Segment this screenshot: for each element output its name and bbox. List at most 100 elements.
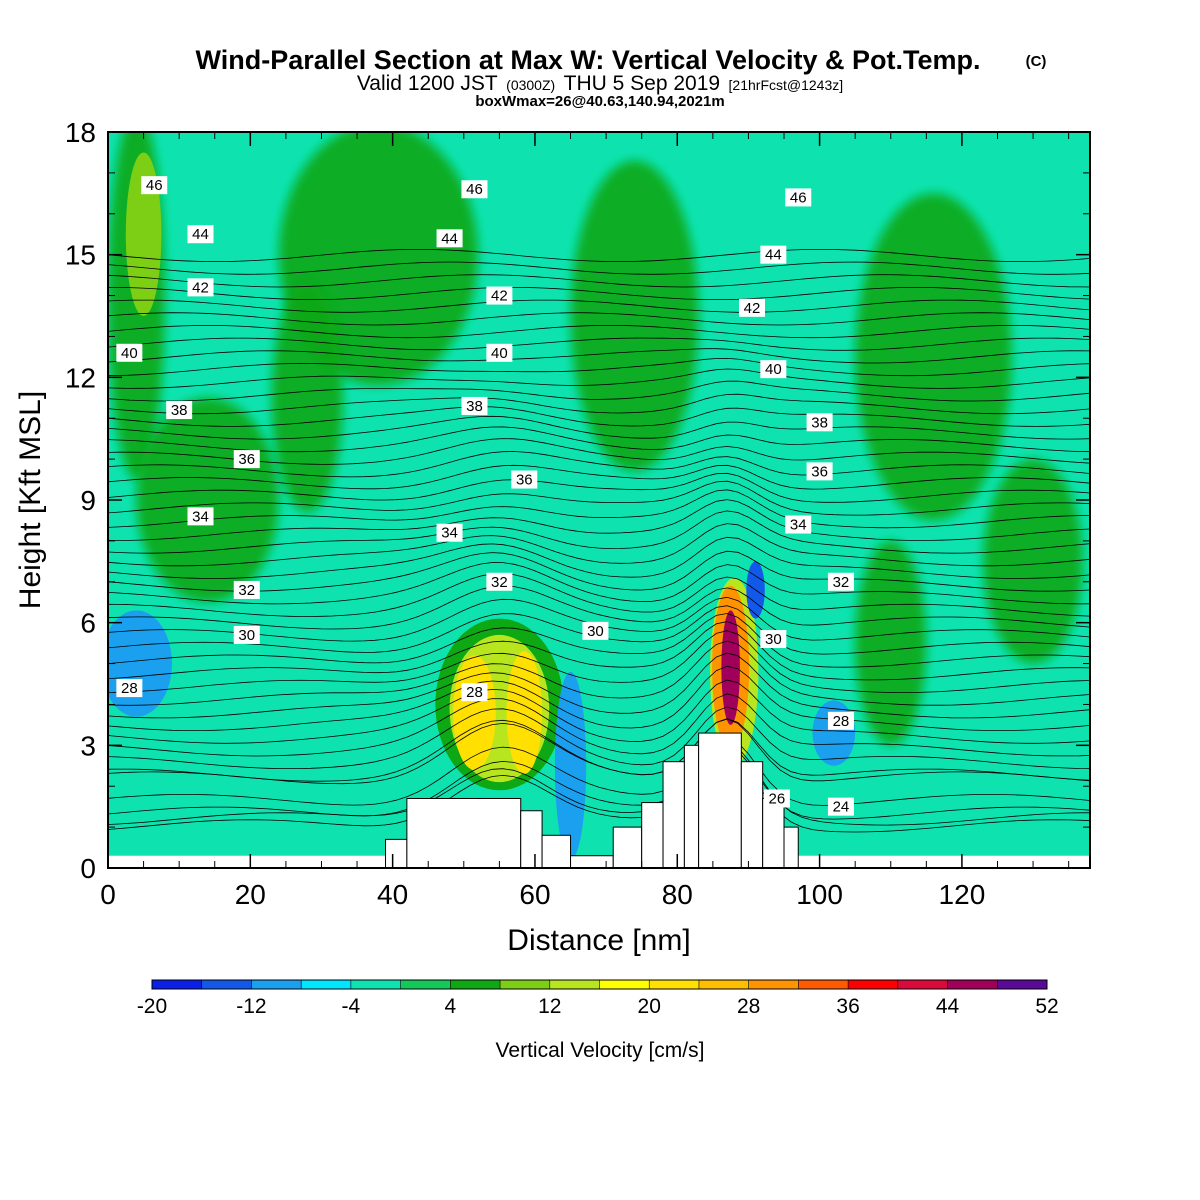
isentrope-label: 44 <box>192 226 209 243</box>
isentrope-line <box>108 742 1090 826</box>
isentrope-line <box>108 706 1090 770</box>
isentrope-label: 28 <box>121 680 138 697</box>
isentrope-label-box <box>187 507 214 526</box>
colorbar-swatch <box>997 980 1048 989</box>
isentrope-label: 32 <box>491 574 508 591</box>
updraft-band <box>983 459 1083 664</box>
isentrope-line <box>108 357 1090 377</box>
subtitle-utc: (0300Z) <box>506 77 555 93</box>
isentrope-label-box <box>233 580 260 599</box>
isentrope-label-box <box>233 625 260 644</box>
colorbar-tick-label: 36 <box>836 995 859 1018</box>
colorbar-swatch <box>251 980 302 989</box>
colorbar-swatch <box>400 980 451 989</box>
terrain-block <box>783 826 799 868</box>
isentrope-line <box>108 464 1090 490</box>
isentrope-line <box>108 249 1090 262</box>
terrain-block <box>570 855 614 868</box>
colorbar: -20 -12 -4 4 12 20 28 36 44 52 <box>137 979 1059 1018</box>
isentrope-label: 40 <box>121 345 138 362</box>
subtitle-date: THU 5 Sep 2019 <box>564 72 720 95</box>
updraft-band <box>570 160 699 472</box>
isentrope-line <box>108 368 1090 389</box>
terrain <box>108 732 1090 868</box>
colorbar-tick-label: 44 <box>936 995 960 1018</box>
isentrope-line <box>108 640 1090 706</box>
colorbar-tick-label: 28 <box>737 995 760 1018</box>
isentrope-line <box>108 718 1090 782</box>
isentrope-label-box <box>827 572 854 591</box>
colorbar-swatch <box>549 980 600 989</box>
isentrope-label: 42 <box>491 288 508 305</box>
isentrope-line <box>108 665 1090 732</box>
isentrope-label: 44 <box>765 247 782 264</box>
terrain-block <box>683 744 700 868</box>
colorbar-swatch <box>450 980 501 989</box>
y-tick-label: 9 <box>80 485 96 516</box>
x-tick-label: 80 <box>662 879 693 910</box>
isentrope-line <box>108 536 1090 579</box>
isentrope-line <box>108 348 1090 364</box>
isentrope-line <box>108 679 1090 744</box>
isentrope-line <box>108 438 1090 465</box>
isentrope-label: 30 <box>765 631 782 648</box>
isentrope-label: 44 <box>441 230 458 247</box>
terrain-block <box>385 838 408 868</box>
x-tick-label: 20 <box>235 879 266 910</box>
colorbar-swatch <box>500 980 551 989</box>
isentrope-line <box>108 415 1090 440</box>
terrain-block <box>541 834 572 868</box>
isentrope-line <box>108 261 1090 275</box>
colorbar-swatch <box>152 980 203 989</box>
terrain-block <box>641 802 664 868</box>
colorbar-tick-label: -4 <box>342 995 361 1018</box>
colorbar-swatch <box>897 980 949 989</box>
isentrope-label-box <box>511 470 538 489</box>
y-tick-label: 15 <box>65 240 96 271</box>
chart-title: Wind-Parallel Section at Max W: Vertical… <box>196 45 981 75</box>
isentrope-label-box <box>760 630 787 649</box>
isentrope-line <box>108 299 1090 313</box>
isentrope-line <box>108 324 1090 339</box>
isentrope-line <box>108 585 1090 630</box>
downdraft-core <box>554 671 587 860</box>
isentrope-label: 28 <box>833 713 850 730</box>
isentrope-label-box <box>785 188 812 207</box>
isentrope-line <box>108 337 1090 351</box>
isentrope-label: 28 <box>466 684 483 701</box>
colorbar-label: Vertical Velocity [cm/s] <box>496 1039 705 1062</box>
isentrope-label: 24 <box>833 799 850 816</box>
isentrope-label: 46 <box>790 189 807 206</box>
isentrope-label-box <box>582 621 609 640</box>
isentrope-label: 32 <box>833 574 850 591</box>
isentrope-label: 46 <box>466 181 483 198</box>
x-tick-label: 120 <box>939 879 986 910</box>
isentropes <box>108 249 1090 833</box>
isentrope-line <box>108 693 1090 757</box>
colorbar-tick-label: 12 <box>538 995 561 1018</box>
isentrope-line <box>108 472 1090 503</box>
isentrope-label: 36 <box>811 463 828 480</box>
isentrope-label-box <box>461 683 488 702</box>
x-tick-label: 60 <box>519 879 550 910</box>
subtitle-forecast: [21hrFcst@1243z] <box>729 77 844 93</box>
isentrope-label: 26 <box>769 790 786 807</box>
colorbar-tick-label: -20 <box>137 995 167 1018</box>
isentrope-line <box>108 393 1090 415</box>
isentrope-line <box>108 406 1090 427</box>
colorbar-tick-label: 20 <box>638 995 661 1018</box>
isentrope-label-box <box>116 679 143 698</box>
isentrope-label-box <box>187 225 214 244</box>
x-axis-label: Distance [nm] <box>507 924 690 957</box>
box-info: boxWmax=26@40.63,140.94,2021m <box>475 93 724 110</box>
isentrope-label: 34 <box>790 517 807 534</box>
y-axis-label: Height [Kft MSL] <box>14 391 47 609</box>
isentrope-label: 34 <box>192 508 209 525</box>
isentrope-label-box <box>806 413 833 432</box>
isentrope-line <box>108 451 1090 478</box>
subtitle-valid: Valid 1200 JST <box>357 72 498 95</box>
isentrope-line <box>108 737 1090 806</box>
isentrope-label-box <box>116 343 143 362</box>
isentrope-line <box>108 613 1090 668</box>
